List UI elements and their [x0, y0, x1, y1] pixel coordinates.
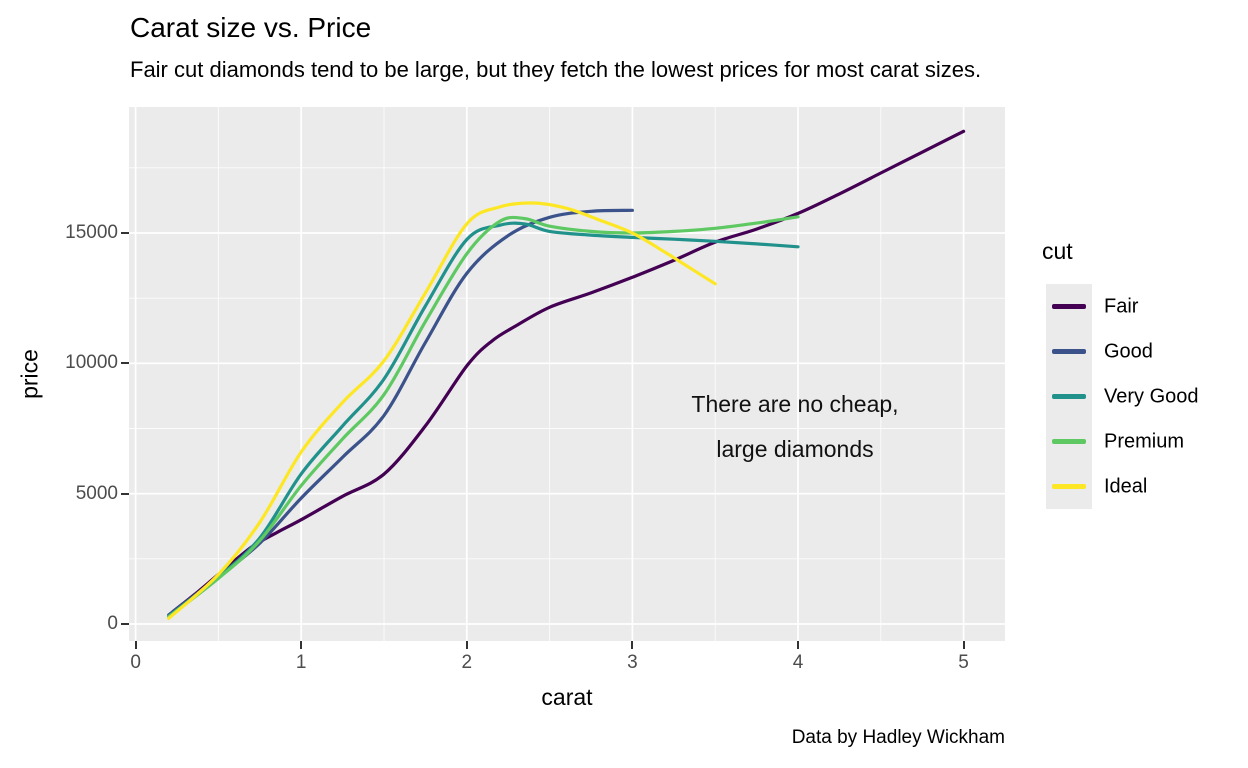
legend-label-very-good: Very Good	[1104, 385, 1199, 408]
series-line-premium	[167, 215, 800, 619]
x-tick-mark	[300, 641, 303, 649]
legend-key-good	[1046, 329, 1092, 374]
x-tick-label: 4	[792, 652, 804, 673]
y-tick-mark	[121, 231, 129, 234]
y-tick-mark	[121, 362, 129, 365]
series-line-very-good	[167, 221, 800, 618]
plot-canvas	[129, 107, 1005, 641]
chart-title: Carat size vs. Price	[130, 12, 372, 43]
legend-key-line	[1052, 394, 1086, 399]
x-tick-mark	[797, 641, 799, 649]
legend-label-fair: Fair	[1104, 295, 1139, 318]
x-tick-label: 3	[627, 652, 638, 673]
legend-key-premium	[1046, 419, 1092, 464]
series-line-ideal	[167, 201, 717, 620]
x-tick-label: 5	[958, 652, 969, 673]
series-line-fair	[170, 129, 966, 614]
annotation-line-2: large diamonds	[716, 436, 874, 462]
y-tick-label: 5000	[75, 482, 118, 504]
x-tick-label: 1	[295, 652, 307, 673]
legend-key-line	[1052, 349, 1086, 354]
x-tick-mark	[134, 641, 137, 649]
x-tick-mark	[962, 641, 965, 649]
legend-label-premium: Premium	[1104, 430, 1185, 453]
chart-subtitle: Fair cut diamonds tend to be large, but …	[130, 57, 982, 82]
y-tick-mark	[121, 623, 129, 625]
y-tick-mark	[121, 492, 129, 495]
legend-key-very-good	[1046, 374, 1092, 419]
legend-label-ideal: Ideal	[1104, 475, 1148, 498]
x-axis-title: carat	[541, 684, 593, 710]
y-tick-label: 15000	[65, 221, 118, 243]
legend-key-line	[1052, 439, 1086, 444]
legend-key-line	[1052, 484, 1086, 489]
chart-panel: There are no cheap, large diamonds	[129, 107, 1005, 641]
legend-label-good: Good	[1104, 340, 1153, 363]
x-tick-mark	[465, 641, 468, 649]
x-tick-mark	[631, 641, 634, 649]
legend-key-fair	[1046, 284, 1092, 329]
legend-title: cut	[1042, 238, 1073, 264]
series-line-good	[167, 208, 634, 617]
y-tick-label: 10000	[65, 352, 118, 374]
legend-key-ideal	[1046, 464, 1092, 509]
legend-key-line	[1052, 304, 1086, 309]
annotation-line-1: There are no cheap,	[691, 391, 899, 417]
x-tick-label: 2	[461, 652, 473, 673]
chart-caption: Data by Hadley Wickham	[791, 727, 1005, 748]
x-tick-label: 0	[130, 652, 141, 673]
y-tick-label: 0	[107, 613, 118, 634]
